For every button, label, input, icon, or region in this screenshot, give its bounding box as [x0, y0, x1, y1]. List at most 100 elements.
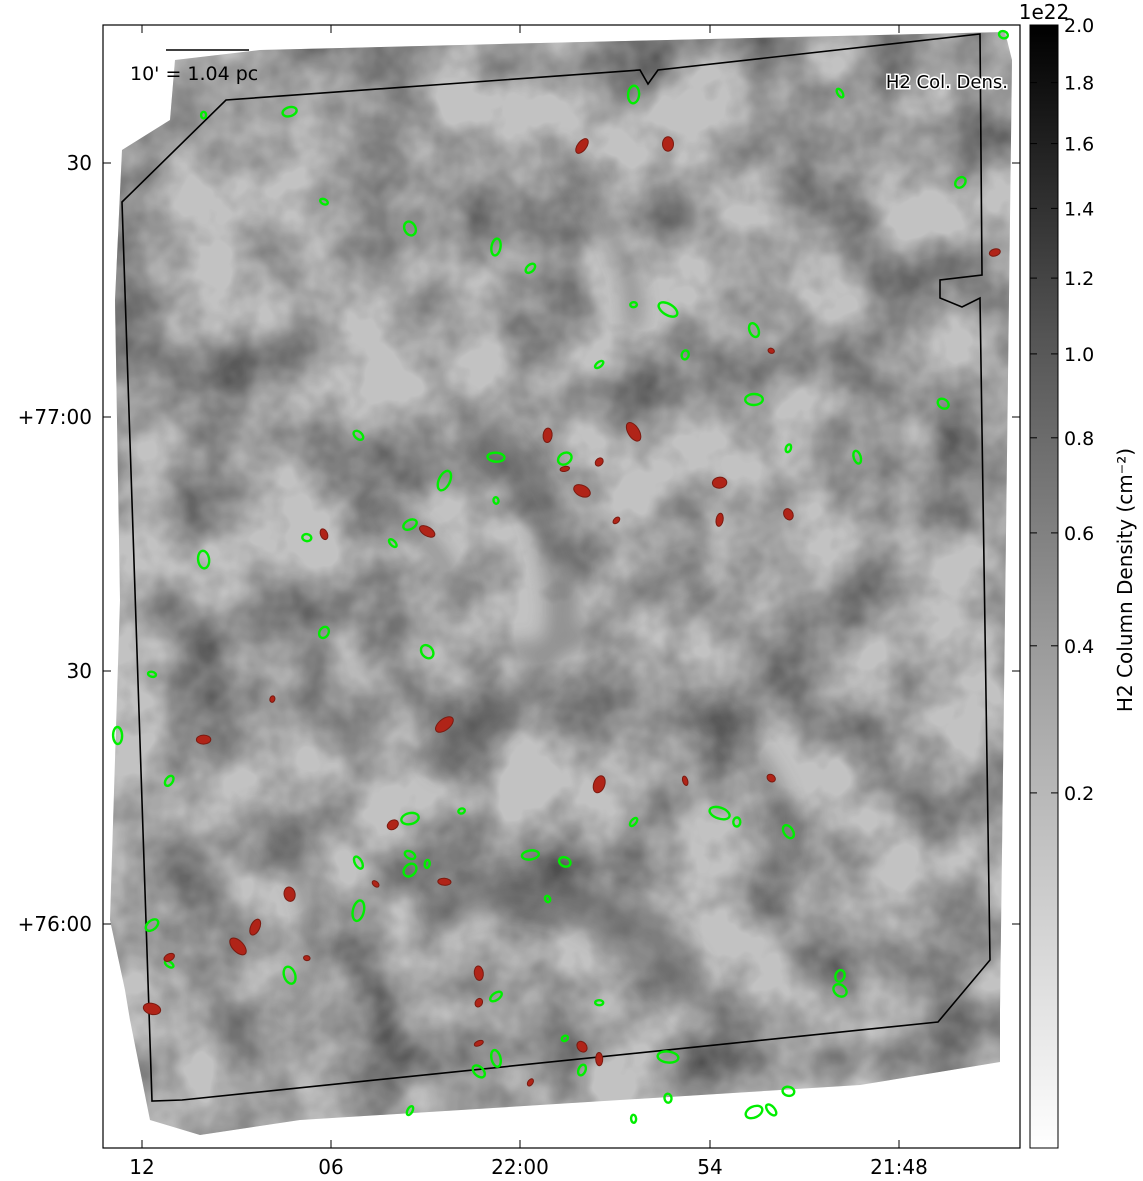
- green-source-marker: [557, 855, 572, 868]
- y-tick-label: +77:00: [18, 405, 92, 429]
- red-source-marker: [195, 734, 212, 745]
- y-tick-label: 30: [67, 151, 92, 175]
- red-source-marker: [283, 886, 296, 902]
- red-source-marker: [474, 997, 484, 1008]
- red-source-marker: [473, 965, 484, 981]
- colorbar-tick-label: 0.8: [1064, 428, 1094, 450]
- green-source-marker: [744, 392, 764, 407]
- green-source-marker: [111, 725, 124, 746]
- colorbar-tick-label: 1.8: [1064, 73, 1094, 95]
- plot-frame: [102, 24, 1021, 1149]
- green-source-marker: [834, 968, 846, 983]
- red-source-marker: [711, 476, 728, 489]
- map-label: H2 Col. Dens.: [886, 72, 1008, 93]
- green-source-marker: [997, 29, 1009, 40]
- x-tick-label: 54: [697, 1155, 722, 1179]
- red-source-marker: [612, 516, 621, 525]
- green-source-marker: [352, 429, 365, 442]
- red-source-marker: [371, 880, 380, 888]
- green-source-marker: [543, 894, 552, 904]
- red-source-marker: [526, 1078, 534, 1087]
- green-source-marker: [419, 643, 435, 660]
- red-source-marker: [766, 773, 776, 783]
- green-source-marker: [954, 175, 967, 189]
- green-source-marker: [594, 998, 605, 1007]
- red-source-marker: [575, 138, 589, 154]
- red-source-marker: [229, 937, 247, 956]
- red-source-marker: [303, 955, 311, 962]
- red-source-marker: [559, 465, 571, 473]
- green-source-marker: [301, 532, 313, 543]
- red-source-marker: [142, 1002, 162, 1016]
- green-source-marker: [199, 110, 208, 120]
- y-tick-label: 30: [67, 659, 92, 683]
- green-source-marker: [835, 87, 845, 99]
- red-source-marker: [419, 525, 436, 538]
- green-source-marker: [490, 237, 502, 257]
- red-source-marker: [625, 422, 642, 442]
- green-source-marker: [486, 451, 506, 463]
- colorbar-tick-label: 1.2: [1064, 268, 1094, 290]
- red-source-marker: [592, 775, 606, 794]
- x-tick-label: 22:00: [491, 1155, 549, 1179]
- red-source-marker: [386, 819, 399, 831]
- colorbar-tick-label: 1.0: [1064, 344, 1094, 366]
- green-source-marker: [387, 538, 398, 549]
- green-sources: [111, 29, 1009, 1124]
- red-source-marker: [715, 512, 724, 527]
- red-source-marker: [473, 1039, 484, 1047]
- green-source-marker: [663, 1092, 673, 1104]
- green-source-marker: [492, 496, 500, 505]
- x-tick-label: 06: [318, 1155, 343, 1179]
- x-axis: [141, 25, 900, 1148]
- green-source-marker: [732, 816, 742, 828]
- red-source-marker: [595, 1052, 604, 1067]
- green-source-marker: [629, 1113, 638, 1124]
- green-source-marker: [402, 220, 418, 237]
- green-source-marker: [457, 807, 467, 815]
- green-source-marker: [423, 858, 431, 870]
- green-source-marker: [656, 1050, 680, 1064]
- green-source-marker: [852, 449, 863, 465]
- colorbar-tick-label: 1.6: [1064, 134, 1094, 156]
- red-source-marker: [319, 528, 329, 541]
- green-source-marker: [781, 1085, 796, 1098]
- green-source-marker: [163, 774, 175, 788]
- green-source-marker: [196, 549, 211, 570]
- green-source-marker: [402, 862, 418, 878]
- y-axis: [103, 162, 1020, 925]
- green-source-marker: [657, 301, 679, 318]
- green-source-marker: [352, 855, 365, 870]
- green-source-marker: [281, 105, 298, 118]
- red-source-marker: [269, 695, 276, 703]
- green-source-marker: [747, 322, 761, 339]
- green-source-marker: [520, 849, 541, 861]
- colorbar-tick-label: 0.6: [1064, 523, 1094, 545]
- red-source-marker: [163, 952, 175, 962]
- green-source-marker: [936, 397, 950, 410]
- green-source-marker: [319, 197, 329, 206]
- green-source-marker: [556, 451, 573, 466]
- colorbar-label: H2 Column Density (cm⁻²): [1113, 448, 1137, 712]
- green-source-marker: [680, 349, 690, 361]
- green-source-marker: [576, 1063, 588, 1077]
- column-density-map: [110, 32, 1012, 1135]
- green-source-marker: [351, 899, 366, 923]
- red-source-marker: [594, 457, 604, 467]
- green-source-marker: [400, 811, 420, 826]
- green-source-marker: [629, 300, 639, 309]
- colorbar-tick-label: 1.4: [1064, 198, 1094, 220]
- green-source-marker: [489, 990, 503, 1003]
- red-source-marker: [681, 775, 689, 786]
- green-source-marker: [471, 1064, 487, 1079]
- y-tick-label: +76:00: [18, 912, 92, 936]
- red-source-marker: [783, 508, 794, 521]
- green-source-marker: [593, 359, 605, 370]
- green-source-marker: [628, 816, 639, 828]
- red-source-marker: [662, 136, 674, 152]
- green-source-marker: [626, 84, 641, 105]
- green-source-marker: [832, 982, 848, 998]
- green-source-marker: [405, 1105, 415, 1117]
- colorbar-tick-label: 2.0: [1064, 15, 1094, 37]
